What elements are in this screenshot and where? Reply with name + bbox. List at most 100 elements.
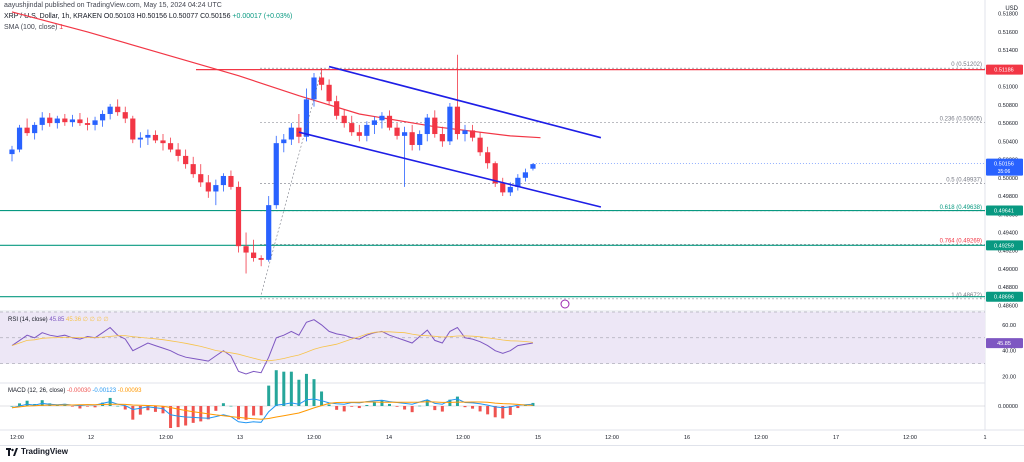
- rsi-value-tag: 45.85: [997, 341, 1011, 347]
- macd-histogram-bar: [93, 406, 97, 408]
- support2-price-tag: 0.49259: [994, 243, 1014, 249]
- last-price-tag: 0.50156: [994, 162, 1014, 168]
- time-tick-label: 15: [535, 435, 541, 441]
- rsi-tick-label: 40.00: [1002, 349, 1016, 355]
- candle-body: [379, 115, 385, 121]
- price-tick-label: 0.51000: [998, 85, 1018, 91]
- macd-histogram-bar: [116, 405, 120, 407]
- macd-legend-value-3: -0.00093: [118, 388, 142, 394]
- ohlc-low: 0.50077: [172, 13, 199, 20]
- macd-histogram-bar: [320, 391, 324, 406]
- footer: [0, 445, 1024, 462]
- candle-body: [371, 120, 377, 125]
- candle-body: [273, 143, 279, 206]
- time-tick-label: 12: [88, 435, 94, 441]
- macd-histogram-bar: [131, 406, 135, 420]
- candle-body: [145, 134, 151, 138]
- candle-body: [432, 117, 438, 135]
- time-tick-label: 12:00: [10, 435, 24, 441]
- macd-histogram-bar: [184, 406, 188, 426]
- candle-body: [77, 119, 83, 124]
- candle-body: [341, 115, 347, 124]
- support1-price-tag: 0.49641: [994, 209, 1014, 215]
- price-tick-label: 0.49400: [998, 231, 1018, 237]
- macd-histogram-bar: [342, 406, 346, 412]
- macd-histogram-bar: [350, 406, 354, 407]
- macd-histogram-bar: [440, 406, 444, 412]
- candle-body: [507, 186, 513, 193]
- candle-body: [303, 99, 310, 137]
- candle-body: [288, 127, 294, 140]
- candle-body: [447, 106, 453, 142]
- publish-date: published on TradingView.com, May 15, 20…: [44, 2, 222, 9]
- macd-histogram-bar: [146, 406, 150, 411]
- price-tick-label: 0.49200: [998, 249, 1018, 255]
- candle-body: [439, 134, 445, 142]
- macd-histogram-bar: [169, 406, 173, 428]
- macd-legend-value-1: -0.00030: [67, 388, 92, 394]
- candle-body: [243, 246, 249, 253]
- candle-body: [130, 118, 136, 140]
- macd-histogram-bar: [259, 406, 263, 416]
- candle-body: [349, 123, 355, 133]
- time-tick-label: 12:00: [903, 435, 917, 441]
- candle-body: [183, 155, 189, 165]
- candle-body: [167, 143, 174, 150]
- candle-body: [107, 106, 113, 114]
- candle-body: [115, 106, 121, 113]
- candle-body: [515, 177, 521, 187]
- candle-body: [235, 186, 242, 247]
- macd-histogram-bar: [486, 406, 490, 415]
- candle-body: [205, 182, 211, 192]
- event-marker-icon: [560, 299, 570, 309]
- candle-body: [530, 164, 536, 169]
- candle-body: [417, 134, 423, 145]
- chart-canvas[interactable]: 0 (0.51202) 0.236 (0.50605) 0.5 (0.49937) 0…: [0, 0, 1024, 445]
- support2-price-tag-bg: [986, 240, 1023, 251]
- price-tick-label: 0.51600: [998, 30, 1018, 36]
- price-tick-label: 0.51400: [998, 48, 1018, 54]
- sma-label[interactable]: SMA (100, close): [4, 24, 58, 31]
- fib-label-0.618: 0.618 (0.49638): [940, 205, 982, 211]
- fib-label-0.5: 0.5 (0.49937): [946, 178, 982, 184]
- candle-body: [24, 127, 30, 134]
- time-tick-label: 12:00: [307, 435, 321, 441]
- ohlc-close-label: C: [200, 13, 206, 20]
- price-tick-label: 0.48600: [998, 303, 1018, 309]
- ohlc-close: 0.50156: [205, 13, 231, 20]
- candle-body: [266, 205, 272, 260]
- macd-histogram-bar: [297, 379, 301, 406]
- macd-histogram-bar: [10, 406, 14, 407]
- support1-price-tag-bg: [986, 205, 1023, 216]
- time-tick-label: 17: [833, 435, 839, 441]
- candle-body: [54, 118, 60, 124]
- tradingview-logo[interactable]: TradingView: [6, 447, 68, 456]
- price-tick-label: 0.49000: [998, 267, 1018, 273]
- ohlc-high: 0.50156: [141, 13, 167, 20]
- candle-body: [334, 101, 340, 116]
- price-tick-label: 0.50400: [998, 139, 1018, 145]
- macd-histogram-bar: [191, 406, 195, 423]
- candle-body: [220, 175, 226, 186]
- time-tick-label: 12:00: [456, 435, 470, 441]
- candle-body: [190, 164, 196, 175]
- macd-legend: MACD (12, 26, close) -0.00030 -0.00123 -…: [8, 388, 142, 394]
- candle-body: [281, 139, 287, 144]
- macd-histogram-bar: [335, 406, 339, 410]
- symbol-name[interactable]: XRP / U.S. Dollar, 1h, KRAKEN: [4, 13, 102, 20]
- author[interactable]: aayushjindal: [4, 2, 43, 9]
- candle-body: [47, 117, 53, 124]
- price-tick-label: 0.50000: [998, 176, 1018, 182]
- candle-body: [175, 149, 181, 156]
- tradingview-brand: TradingView: [21, 447, 68, 456]
- macd-histogram-bar: [282, 371, 286, 406]
- price-tick-label: 0.51800: [998, 12, 1018, 18]
- channel-upper-line: [328, 65, 602, 139]
- macd-histogram-bar: [357, 406, 361, 409]
- macd-histogram-bar: [372, 402, 376, 406]
- time-tick-label: 12:00: [159, 435, 173, 441]
- candle-body: [9, 149, 15, 155]
- ohlc-open: 0.50103: [109, 13, 135, 20]
- sma-legend: SMA (100, close) 1: [4, 24, 63, 31]
